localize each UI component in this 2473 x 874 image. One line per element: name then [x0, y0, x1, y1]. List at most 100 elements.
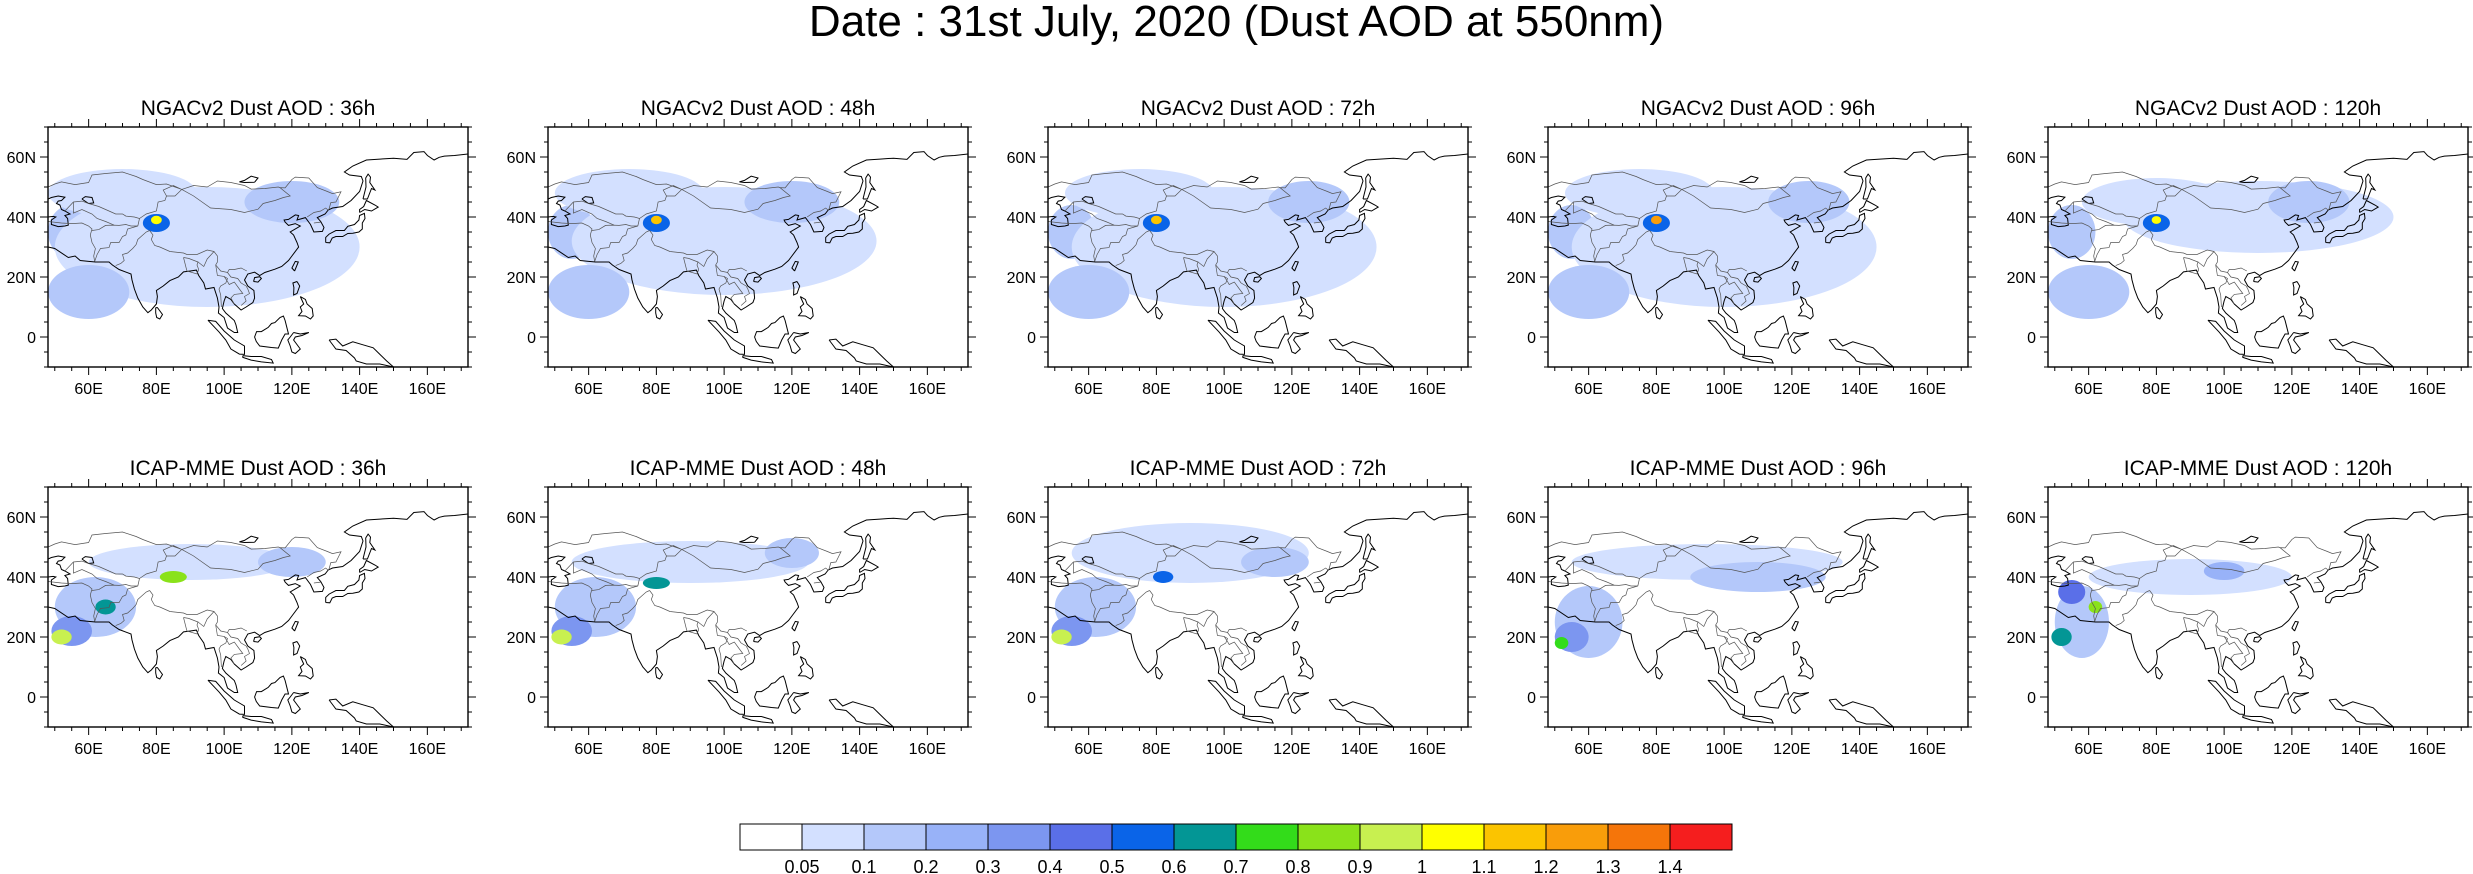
lon-tick-label: 100E	[205, 741, 242, 758]
country-border	[1548, 171, 1682, 197]
country-border	[813, 581, 821, 584]
lon-tick-label: 100E	[1705, 381, 1742, 398]
lat-tick-label: 40N	[2007, 570, 2036, 587]
coastline	[754, 675, 790, 709]
lon-tick-label: 120E	[273, 381, 310, 398]
dust-aod-region	[1268, 181, 1350, 223]
country-border	[1064, 200, 1140, 227]
map-area	[1548, 127, 1968, 367]
coastline	[2048, 151, 2468, 333]
coastline	[1753, 276, 1763, 283]
lon-tick-label: 120E	[2273, 381, 2310, 398]
coastline	[1325, 572, 1366, 604]
country-border	[1681, 180, 1781, 190]
country-border	[2223, 636, 2244, 665]
coastline	[1254, 675, 1290, 709]
country-border	[2215, 624, 2228, 668]
lon-tick-label: 100E	[2205, 381, 2242, 398]
country-border	[727, 632, 750, 666]
coastline	[1787, 332, 1810, 355]
country-border	[1139, 176, 1342, 219]
map-area	[1048, 487, 1468, 727]
country-border	[1306, 207, 1329, 218]
coastline	[1792, 281, 1801, 296]
country-border	[306, 207, 329, 218]
country-border	[697, 611, 715, 628]
country-border	[183, 617, 200, 635]
country-border	[1094, 585, 1138, 622]
country-border	[649, 230, 747, 273]
lat-tick-label: 0	[1527, 330, 1536, 347]
coastline	[1253, 636, 1263, 643]
country-border	[2064, 200, 2140, 227]
lon-tick-label: 140E	[1841, 741, 1878, 758]
coastline	[753, 276, 763, 283]
dust-aod-region	[1650, 215, 1662, 225]
coastline	[1792, 641, 1801, 656]
lon-tick-label: 80E	[142, 741, 170, 758]
country-border	[1215, 624, 1228, 668]
colorbar-label: 0.1	[851, 857, 876, 874]
lat-tick-label: 40N	[1007, 570, 1036, 587]
coastline	[328, 338, 395, 367]
lat-tick-label: 0	[1527, 690, 1536, 707]
country-border	[1548, 531, 1682, 557]
country-border	[2306, 567, 2329, 578]
country-border	[2197, 611, 2215, 628]
country-border	[564, 200, 640, 227]
country-border	[1639, 536, 1842, 579]
lon-tick-label: 100E	[2205, 741, 2242, 758]
map-panel-ngacv2-72h: NGACv2 Dust AOD : 72h 60E 80E 100E 120E 140E 1…	[1000, 85, 1480, 425]
colorbar-label: 1	[1417, 857, 1427, 874]
colorbar-swatch	[1669, 823, 1733, 851]
country-border	[639, 536, 842, 579]
country-border	[181, 540, 281, 550]
coastline	[1292, 281, 1301, 296]
lon-tick-label: 60E	[2074, 741, 2102, 758]
coastline	[1359, 199, 1380, 213]
country-border	[2091, 584, 2138, 591]
coastline	[1707, 319, 1745, 355]
coastline	[2292, 641, 2301, 656]
lat-tick-label: 20N	[1507, 270, 1536, 287]
country-border	[2139, 536, 2342, 579]
country-border	[313, 221, 321, 224]
country-border	[639, 176, 842, 219]
coastline	[1287, 332, 1310, 355]
map-area	[2048, 487, 2468, 727]
country-border	[1639, 176, 1842, 219]
country-border	[1591, 224, 1638, 231]
lon-tick-label: 160E	[1409, 381, 1446, 398]
colorbar-label: 0.5	[1099, 857, 1124, 874]
coastline	[1742, 355, 1775, 364]
map-svg: ICAP-MME Dust AOD : 120h 60E 80E 100E 120E 14…	[2007, 457, 2473, 758]
coastline	[1859, 559, 1880, 573]
map-panel-icap-120h: ICAP-MME Dust AOD : 120h 60E 80E 100E 120E 14…	[2000, 445, 2473, 785]
coastline	[1048, 555, 1072, 588]
coastline	[797, 656, 814, 680]
figure-title: Date : 31st July, 2020 (Dust AOD at 550n…	[808, 0, 1665, 46]
country-border	[313, 581, 321, 584]
country-border	[223, 636, 244, 665]
coastline	[1825, 572, 1866, 604]
lat-tick-label: 40N	[1507, 570, 1536, 587]
colorbar-label: 1.4	[1657, 857, 1682, 874]
country-border	[1564, 560, 1640, 587]
coastline	[2328, 338, 2395, 367]
country-border	[681, 180, 781, 190]
country-border	[48, 171, 182, 197]
lat-tick-label: 40N	[7, 570, 36, 587]
country-border	[594, 225, 638, 262]
colorbar-swatch	[1359, 823, 1423, 851]
coastline	[2239, 535, 2259, 544]
country-border	[1227, 632, 1250, 666]
map-area	[48, 127, 468, 367]
colorbar-swatch	[1421, 823, 1485, 851]
country-border	[2094, 585, 2138, 622]
coastline	[1739, 175, 1759, 184]
colorbar-swatch	[863, 823, 927, 851]
map-svg: NGACv2 Dust AOD : 48h 60E 80E 100E 120E 140E 1…	[507, 97, 976, 398]
coastline	[2287, 332, 2310, 355]
country-border	[91, 224, 138, 231]
map-area	[1048, 127, 1468, 367]
